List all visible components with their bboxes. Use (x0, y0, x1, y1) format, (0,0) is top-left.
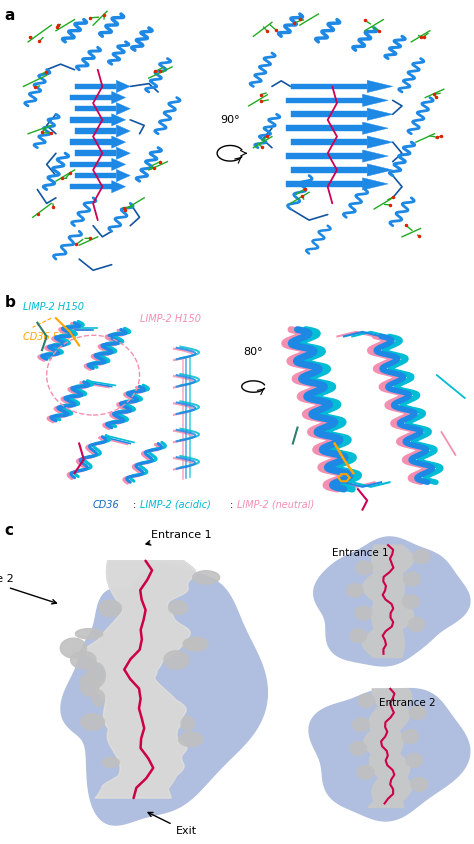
Text: Entrance 1: Entrance 1 (146, 529, 212, 545)
Polygon shape (70, 117, 112, 122)
Text: c: c (5, 523, 14, 538)
Polygon shape (74, 128, 116, 133)
Polygon shape (291, 139, 367, 145)
Polygon shape (357, 766, 374, 779)
Polygon shape (183, 637, 208, 651)
Polygon shape (85, 560, 196, 798)
Polygon shape (409, 706, 426, 720)
Polygon shape (85, 560, 196, 798)
Polygon shape (363, 95, 388, 106)
Polygon shape (350, 629, 367, 642)
Polygon shape (408, 618, 425, 631)
Polygon shape (112, 114, 126, 126)
Text: b: b (5, 295, 16, 311)
Polygon shape (358, 694, 375, 707)
Polygon shape (179, 732, 203, 747)
Polygon shape (112, 159, 126, 170)
Text: LIMP-2 (neutral): LIMP-2 (neutral) (237, 500, 314, 510)
Polygon shape (363, 150, 388, 162)
Polygon shape (116, 125, 130, 137)
Polygon shape (314, 537, 470, 666)
Polygon shape (112, 136, 126, 149)
Polygon shape (286, 181, 363, 187)
Polygon shape (181, 717, 194, 731)
Polygon shape (116, 80, 130, 93)
Text: LIMP-2 (acidic): LIMP-2 (acidic) (139, 500, 210, 510)
Text: LIMP-2 H150: LIMP-2 H150 (23, 302, 84, 312)
Polygon shape (364, 689, 411, 808)
Polygon shape (367, 108, 392, 121)
Polygon shape (346, 583, 363, 598)
Polygon shape (116, 103, 130, 115)
Polygon shape (183, 638, 200, 650)
Polygon shape (112, 91, 126, 104)
Polygon shape (74, 173, 116, 178)
Polygon shape (70, 184, 112, 189)
Polygon shape (286, 98, 363, 103)
Polygon shape (112, 181, 126, 192)
Polygon shape (291, 111, 367, 117)
Polygon shape (87, 663, 105, 687)
Polygon shape (309, 689, 470, 821)
Polygon shape (413, 549, 430, 563)
Text: :: : (133, 500, 136, 510)
Text: Entrance 1: Entrance 1 (332, 549, 389, 558)
Polygon shape (75, 629, 103, 639)
Polygon shape (291, 167, 367, 173)
Polygon shape (192, 571, 219, 584)
Text: Entrance 2: Entrance 2 (0, 575, 56, 603)
Polygon shape (363, 122, 388, 134)
Text: Exit: Exit (148, 813, 197, 836)
Polygon shape (367, 136, 392, 149)
Polygon shape (353, 717, 369, 732)
Polygon shape (71, 652, 96, 668)
Text: CD36: CD36 (93, 500, 120, 510)
Text: a: a (5, 8, 15, 24)
Polygon shape (92, 690, 104, 706)
Polygon shape (286, 126, 363, 131)
Text: :: : (230, 500, 233, 510)
Polygon shape (350, 742, 366, 755)
Polygon shape (74, 84, 116, 89)
Polygon shape (168, 601, 188, 614)
Polygon shape (355, 606, 372, 619)
Polygon shape (291, 84, 367, 89)
Polygon shape (367, 80, 392, 93)
Polygon shape (70, 95, 112, 100)
Polygon shape (406, 754, 422, 767)
Polygon shape (403, 572, 420, 586)
Text: 90°: 90° (220, 115, 240, 125)
Text: LIMP-2 H150: LIMP-2 H150 (139, 314, 201, 323)
Polygon shape (363, 545, 414, 657)
Polygon shape (70, 139, 112, 145)
Polygon shape (60, 638, 86, 658)
Polygon shape (74, 150, 116, 156)
Polygon shape (356, 561, 373, 575)
Polygon shape (367, 164, 392, 176)
Polygon shape (102, 757, 119, 767)
Polygon shape (363, 178, 388, 190)
Polygon shape (61, 565, 267, 825)
Text: Entrance 2: Entrance 2 (379, 698, 436, 708)
Polygon shape (99, 600, 121, 617)
Polygon shape (80, 674, 99, 696)
Polygon shape (116, 170, 130, 181)
Text: 80°: 80° (244, 348, 263, 357)
Polygon shape (70, 162, 112, 167)
Polygon shape (402, 730, 419, 744)
Polygon shape (74, 106, 116, 111)
Polygon shape (402, 595, 419, 609)
Text: CD36 F153: CD36 F153 (23, 332, 78, 342)
Polygon shape (164, 651, 189, 669)
Polygon shape (286, 154, 363, 159)
Polygon shape (81, 714, 104, 730)
Polygon shape (411, 777, 428, 791)
Polygon shape (116, 147, 130, 160)
